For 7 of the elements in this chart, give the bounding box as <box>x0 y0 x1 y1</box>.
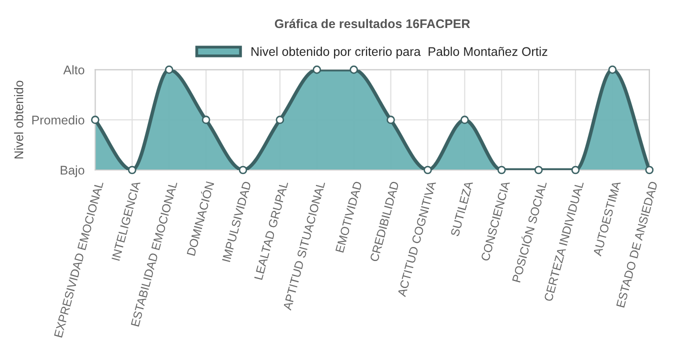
y-axis-title: Nivel obtenido <box>14 80 24 158</box>
text: Bajo <box>60 165 84 178</box>
x-tick-label: LEALTAD GRUPAL <box>254 180 288 280</box>
legend-label: Nivel obtenido por criterio para Pablo Montañez Ortiz <box>252 46 548 58</box>
chart-title: Gráfica de resultados 16FACPER <box>274 18 470 28</box>
text: Promedio <box>32 115 84 124</box>
text: Alto <box>63 65 84 74</box>
